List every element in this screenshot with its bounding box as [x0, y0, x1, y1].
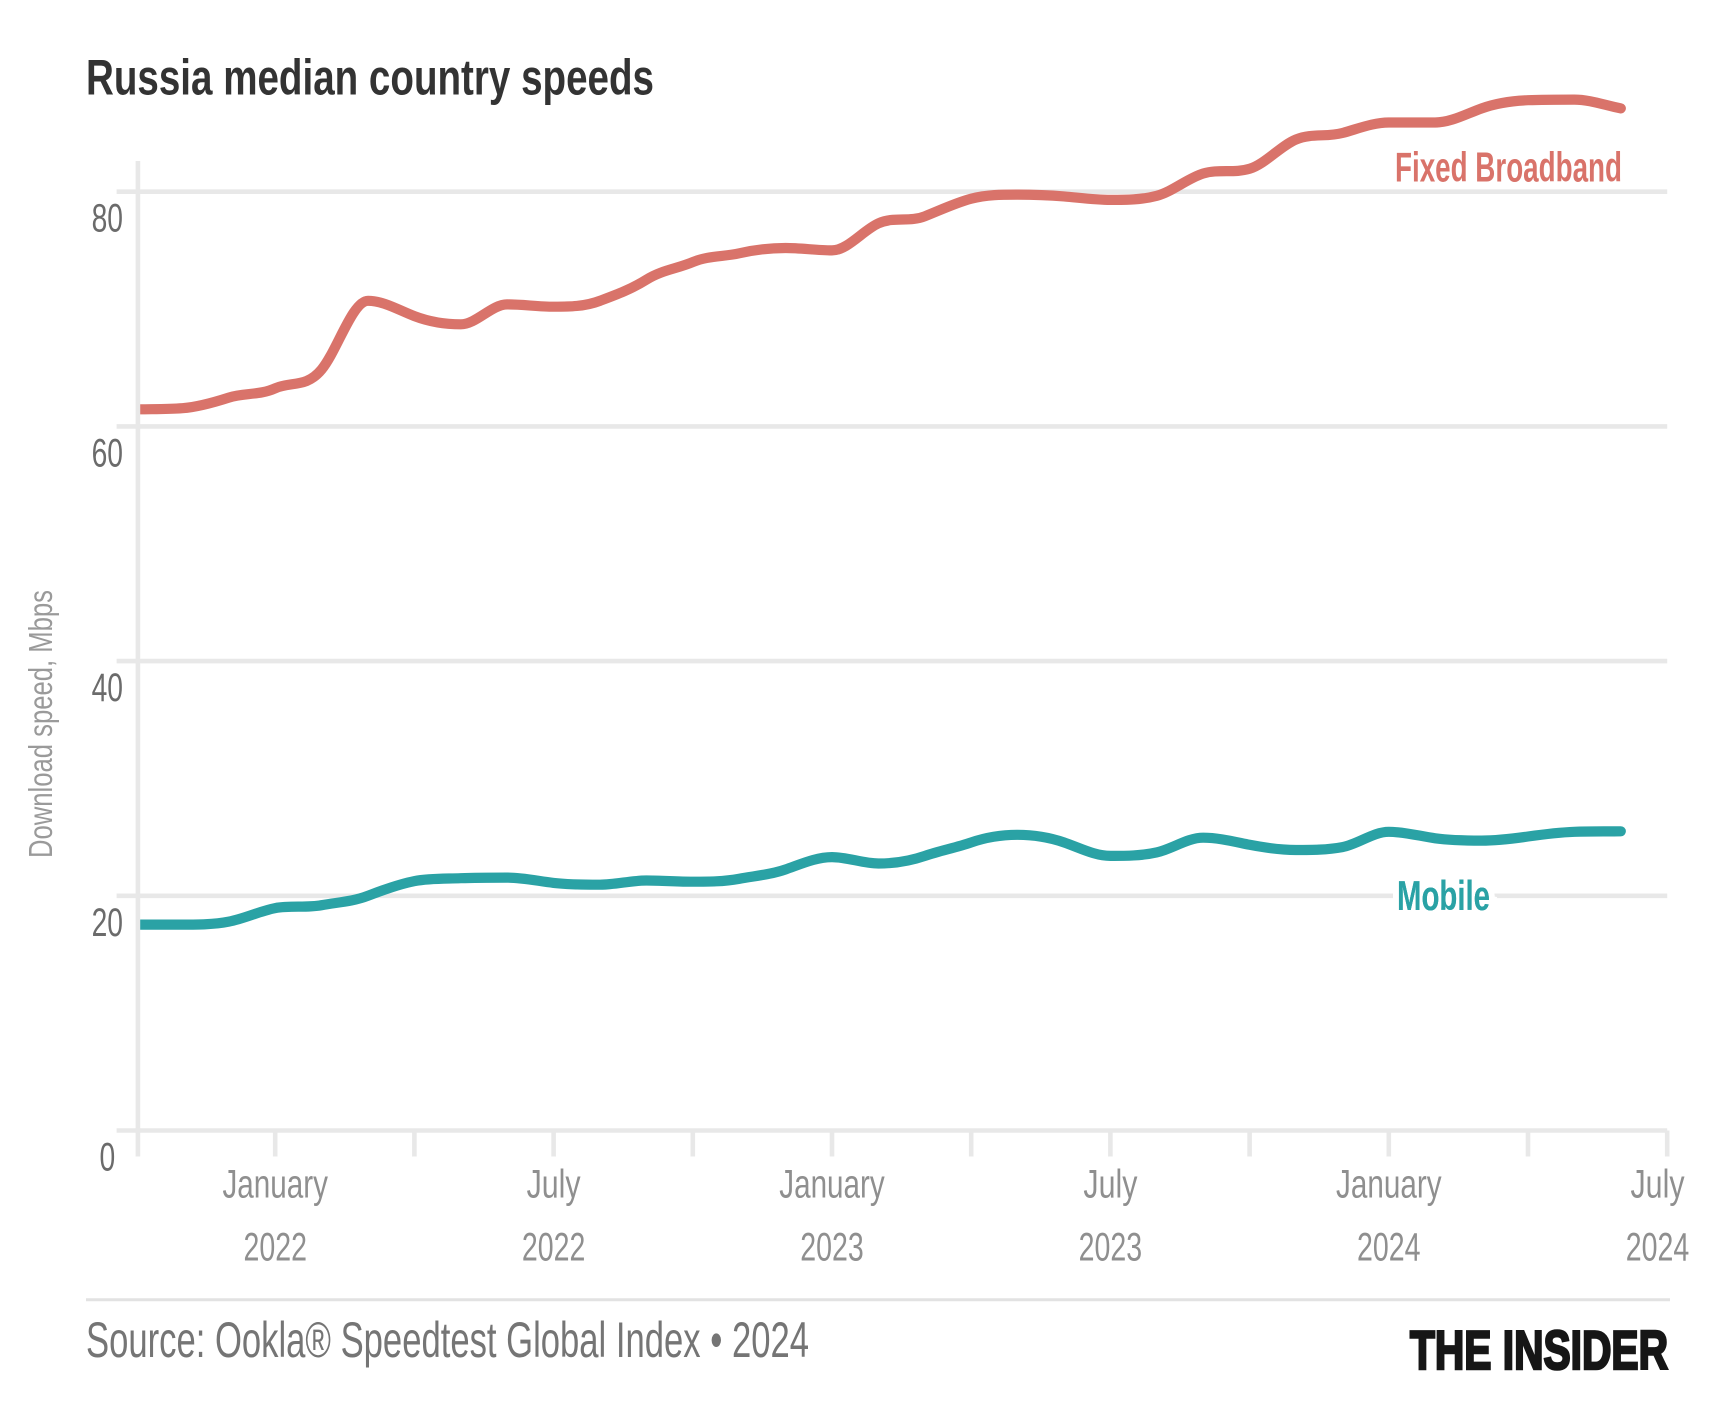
svg-text:January: January — [222, 1163, 328, 1207]
svg-text:Mobile: Mobile — [1397, 872, 1490, 919]
svg-text:2022: 2022 — [243, 1226, 307, 1270]
svg-text:Source: Ookla® Speedtest Globa: Source: Ookla® Speedtest Global Index • … — [86, 1312, 809, 1368]
svg-text:January: January — [1336, 1163, 1442, 1207]
svg-text:0: 0 — [99, 1136, 115, 1180]
svg-text:2022: 2022 — [522, 1226, 586, 1270]
svg-text:Fixed Broadband: Fixed Broadband — [1395, 144, 1622, 191]
svg-text:THE INSIDER: THE INSIDER — [1410, 1320, 1668, 1381]
svg-text:July: July — [1083, 1163, 1137, 1207]
svg-text:January: January — [779, 1163, 885, 1207]
svg-text:40: 40 — [92, 666, 123, 710]
svg-text:60: 60 — [92, 431, 123, 475]
svg-text:July: July — [527, 1163, 581, 1207]
svg-text:2024: 2024 — [1626, 1226, 1690, 1270]
svg-text:2024: 2024 — [1357, 1226, 1421, 1270]
svg-text:2023: 2023 — [1079, 1226, 1143, 1270]
svg-text:2023: 2023 — [800, 1226, 864, 1270]
svg-text:Russia median country speeds: Russia median country speeds — [86, 49, 654, 106]
svg-text:Mobile: Mobile — [1397, 872, 1490, 919]
svg-text:80: 80 — [92, 197, 123, 241]
svg-text:July: July — [1631, 1163, 1685, 1207]
svg-text:Download speed, Mbps: Download speed, Mbps — [23, 590, 60, 858]
svg-text:20: 20 — [92, 901, 123, 945]
